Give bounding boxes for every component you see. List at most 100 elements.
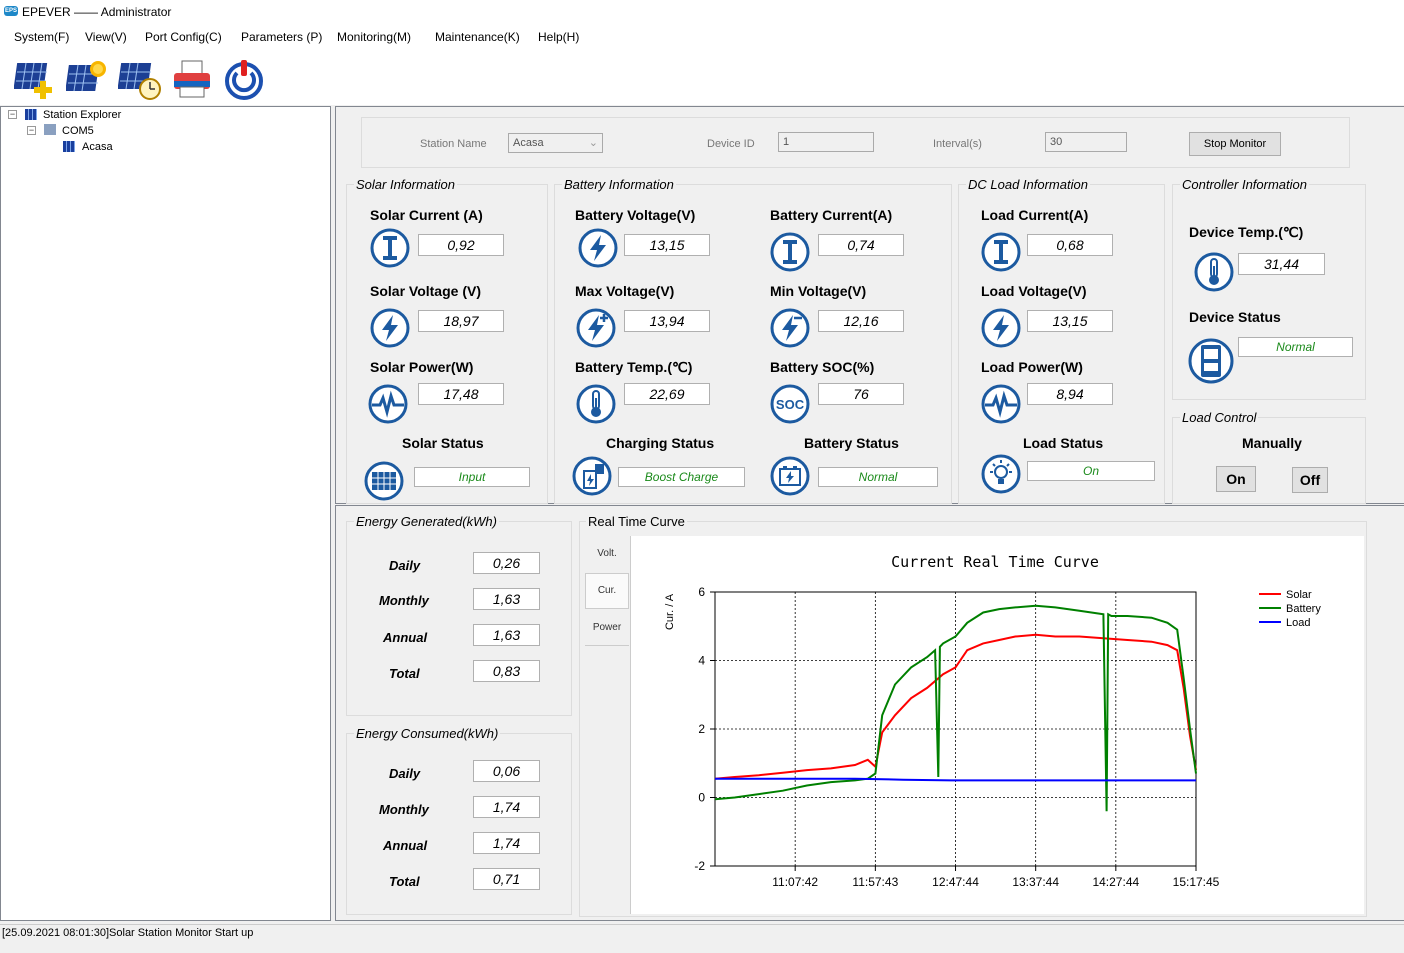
station-clock-icon[interactable] [118,57,162,101]
y-tick-label: 6 [698,585,705,599]
chart-y-axis-label: Cur. / A [664,593,676,630]
controller-info-title: Controller Information [1180,177,1309,192]
energy-generated-annual-value: 1,63 [473,624,540,646]
solar-panel-icon [364,461,404,501]
energy-generated-monthly-label: Monthly [379,593,429,608]
power-icon[interactable] [222,57,266,101]
x-tick-label: 15:17:45 [1173,875,1220,889]
x-tick-label: 14:27:44 [1092,875,1139,889]
station-bar [361,117,1350,168]
tab-power[interactable]: Power [585,612,629,646]
battery-soc-label: Battery SOC(%) [770,359,875,375]
max-voltage-label: Max Voltage(V) [575,283,675,299]
max-voltage-value: 13,94 [624,310,710,332]
energy-consumed-annual-label: Annual [383,838,428,853]
device-status-label: Device Status [1189,309,1281,325]
tree-item-acasa[interactable]: Acasa [82,141,113,153]
y-tick-label: 4 [698,654,705,668]
interval-label: Interval(s) [933,138,982,150]
status-message: [25.09.2021 08:01:30]Solar Station Monit… [2,927,254,939]
x-tick-label: 11:57:43 [852,875,898,889]
energy-generated-monthly-value: 1,63 [473,588,540,610]
battery-info-group [554,184,952,504]
add-station-icon[interactable] [14,57,58,101]
tab-volt[interactable]: Volt. [597,548,617,559]
load-on-button[interactable]: On [1216,466,1256,492]
solar-info-title: Solar Information [354,177,457,192]
power-pulse-icon [981,384,1021,424]
tree-collapse-icon[interactable]: − [27,125,36,135]
solar-current-value: 0,92 [418,234,504,256]
menu-port-config[interactable]: Port Config(C) [145,30,222,44]
load-control-group [1172,417,1366,504]
load-power-value: 8,94 [1027,383,1113,405]
menu-monitoring[interactable]: Monitoring(M) [337,30,412,44]
printer-icon[interactable] [170,57,214,101]
solar-voltage-value: 18,97 [418,310,504,332]
tree-collapse-icon[interactable]: − [8,109,17,119]
status-bar [0,924,1404,953]
series-line-load [715,777,1196,782]
legend-label-solar: Solar [1286,589,1312,601]
max-voltage-icon [576,308,616,348]
device-id-field[interactable]: 1 [778,132,874,152]
title-bar [0,0,1404,23]
solar-power-label: Solar Power(W) [370,359,474,375]
tree-item-station-explorer[interactable]: Station Explorer [43,109,122,121]
energy-consumed-daily-label: Daily [389,766,421,781]
real-time-curve-title: Real Time Curve [586,514,687,529]
load-power-label: Load Power(W) [981,359,1083,375]
energy-consumed-monthly-label: Monthly [379,802,429,817]
current-icon [981,232,1021,272]
battery-current-value: 0,74 [818,234,904,256]
x-tick-label: 13:37:44 [1012,875,1059,889]
x-tick-label: 11:07:42 [772,875,818,889]
lightning-icon [370,308,410,348]
current-icon [770,232,810,272]
solar-current-label: Solar Current (A) [370,207,483,223]
interval-field[interactable]: 30 [1045,132,1127,152]
menu-maintenance[interactable]: Maintenance(K) [435,30,520,44]
monitor-top-panel [335,106,1404,504]
station-explorer-panel [0,106,331,921]
menu-parameters[interactable]: Parameters (P) [241,30,323,44]
dc-load-info-title: DC Load Information [966,177,1090,192]
battery-current-label: Battery Current(A) [770,207,893,223]
tree-item-com5[interactable]: COM5 [62,125,94,137]
load-control-title: Load Control [1180,410,1259,425]
energy-generated-daily-value: 0,26 [473,552,540,574]
soc-icon: SOC [770,384,810,424]
chart-area: Current Real Time Curve Cur. / A -2 0 2 4 6 1… [630,536,1364,914]
device-status-value: Normal [1238,337,1353,357]
battery-icon [770,456,810,496]
charging-status-label: Charging Status [606,435,715,451]
energy-consumed-monthly-value: 1,74 [473,796,540,818]
min-voltage-icon [770,308,810,348]
load-off-button[interactable]: Off [1292,467,1328,493]
station-name-label: Station Name [420,138,487,150]
menu-system[interactable]: System(F) [14,30,70,44]
battery-voltage-label: Battery Voltage(V) [575,207,696,223]
station-name-value: Acasa [513,137,544,149]
light-bulb-icon [981,454,1021,494]
battery-voltage-value: 13,15 [624,234,710,256]
station-sun-icon[interactable] [66,57,110,101]
charging-icon [572,456,612,496]
thermometer-icon [1194,252,1234,292]
y-tick-label: -2 [694,859,705,873]
charging-status-value: Boost Charge [618,467,745,487]
stop-monitor-button[interactable]: Stop Monitor [1189,132,1281,156]
solar-power-value: 17,48 [418,383,504,405]
battery-soc-value: 76 [818,383,904,405]
tab-cur[interactable]: Cur. [585,573,629,609]
menu-help[interactable]: Help(H) [538,30,580,44]
battery-temp-label: Battery Temp.(℃) [575,359,693,375]
station-name-select[interactable]: Acasa ⌄ [508,133,603,153]
load-status-value: On [1027,461,1155,481]
energy-generated-total-label: Total [389,666,420,681]
menu-bar [0,23,1404,51]
menu-view[interactable]: View(V) [85,30,127,44]
energy-consumed-daily-value: 0,06 [473,760,540,782]
battery-status-value: Normal [818,467,938,487]
load-current-value: 0,68 [1027,234,1113,256]
